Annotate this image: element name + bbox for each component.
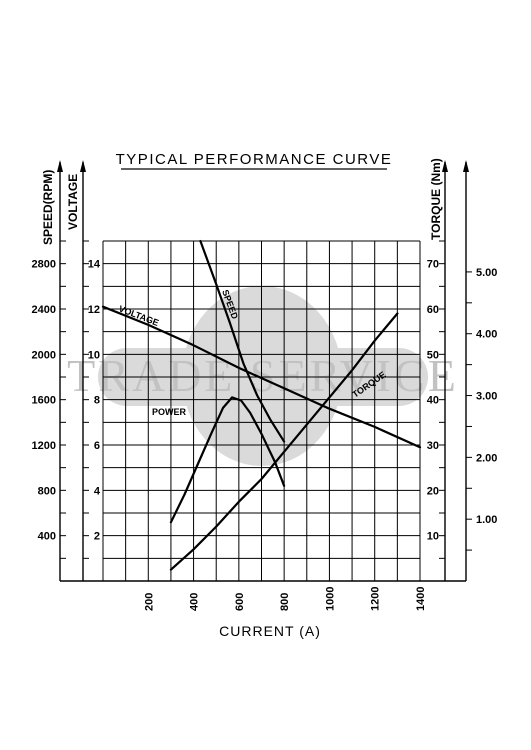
grid <box>102 240 421 582</box>
speed-axis-arrow <box>57 160 63 172</box>
tick-labels: 400 800 1200 1600 2000 2400 2800 2 4 6 8 10 12 14 10 20… <box>32 259 498 611</box>
voltage-tick-label: 10 <box>88 349 100 361</box>
power-tick-label: 2.00 <box>476 452 497 464</box>
chart-title: TYPICAL PERFORMANCE CURVE <box>116 151 393 168</box>
voltage-tick-label: 8 <box>94 395 100 407</box>
speed-tick-label: 400 <box>38 531 56 543</box>
voltage-axis-arrow <box>80 160 86 172</box>
speed-tick-label: 2400 <box>32 304 56 316</box>
power-tick-label: 3.00 <box>476 391 497 403</box>
axes <box>57 160 472 582</box>
torque-tick-label: 30 <box>427 440 439 452</box>
x-axis-title: CURRENT (A) <box>219 623 321 639</box>
voltage-curve <box>101 305 422 449</box>
torque-tick-label: 20 <box>427 485 439 497</box>
torque-axis-title: TORQUE (Nm) <box>429 158 443 240</box>
torque-curve <box>169 312 399 571</box>
curves <box>101 239 422 571</box>
voltage-tick-label: 12 <box>88 304 100 316</box>
power-curve-label: POWER <box>152 407 187 417</box>
speed-tick-label: 2000 <box>32 349 56 361</box>
torque-tick-label: 40 <box>427 395 439 407</box>
x-tick-label: 600 <box>234 593 246 611</box>
voltage-tick-label: 14 <box>88 259 101 271</box>
speed-tick-label: 1600 <box>32 395 56 407</box>
speed-curve <box>199 239 286 443</box>
x-tick-label: 1400 <box>415 587 427 611</box>
voltage-tick-label: 6 <box>94 440 100 452</box>
x-tick-label: 800 <box>279 593 291 611</box>
speed-axis-title: SPEED(RPM) <box>41 170 55 245</box>
x-tick-label: 200 <box>143 593 155 611</box>
torque-tick-label: 60 <box>427 304 439 316</box>
voltage-axis-title: VOLTAGE <box>66 174 80 230</box>
torque-tick-label: 50 <box>427 349 439 361</box>
torque-axis-arrow <box>442 160 448 172</box>
speed-tick-label: 800 <box>38 485 56 497</box>
speed-tick-label: 1200 <box>32 440 56 452</box>
torque-tick-label: 70 <box>427 259 439 271</box>
x-tick-label: 1000 <box>324 587 336 611</box>
power-tick-label: 4.00 <box>476 329 497 341</box>
power-axis-arrow <box>463 160 469 172</box>
power-tick-label: 1.00 <box>476 514 497 526</box>
x-tick-label: 1200 <box>370 587 382 611</box>
voltage-tick-label: 2 <box>94 531 100 543</box>
power-curve <box>169 396 286 524</box>
x-tick-label: 400 <box>189 593 201 611</box>
power-tick-label: 5.00 <box>476 267 497 279</box>
torque-tick-label: 10 <box>427 531 439 543</box>
voltage-tick-label: 4 <box>94 485 101 497</box>
speed-tick-label: 2800 <box>32 259 56 271</box>
